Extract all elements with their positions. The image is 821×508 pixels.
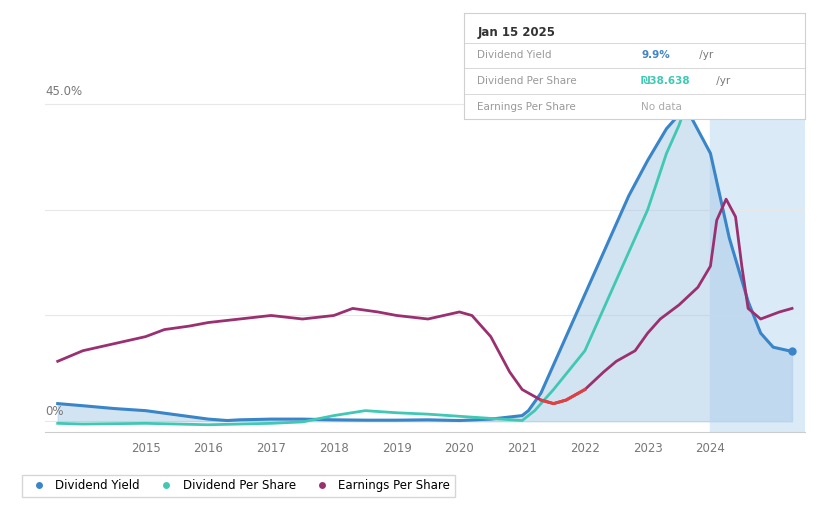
Text: 0%: 0% (45, 405, 64, 418)
Text: No data: No data (641, 102, 682, 112)
Legend: Dividend Yield, Dividend Per Share, Earnings Per Share: Dividend Yield, Dividend Per Share, Earn… (22, 474, 455, 497)
Text: /yr: /yr (713, 76, 730, 86)
Text: 9.9%: 9.9% (641, 50, 670, 60)
Text: Earnings Per Share: Earnings Per Share (478, 102, 576, 112)
Text: Dividend Yield: Dividend Yield (478, 50, 552, 60)
Text: ₪38.638: ₪38.638 (641, 76, 690, 86)
Text: /yr: /yr (695, 50, 713, 60)
Text: Past: Past (713, 105, 736, 115)
Text: Jan 15 2025: Jan 15 2025 (478, 25, 556, 39)
Bar (710, 86, 805, 432)
Text: 45.0%: 45.0% (45, 85, 82, 99)
Text: Dividend Per Share: Dividend Per Share (478, 76, 577, 86)
